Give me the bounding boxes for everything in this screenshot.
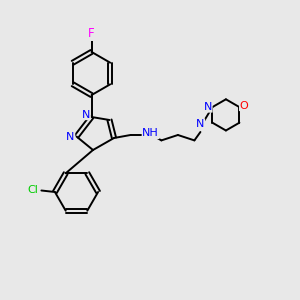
- Text: F: F: [88, 27, 95, 40]
- Text: N: N: [66, 131, 75, 142]
- Text: N: N: [82, 110, 90, 120]
- Text: Cl: Cl: [28, 185, 39, 195]
- Text: N: N: [204, 102, 212, 112]
- Text: NH: NH: [142, 128, 159, 139]
- Text: O: O: [239, 100, 248, 111]
- Text: N: N: [196, 119, 205, 129]
